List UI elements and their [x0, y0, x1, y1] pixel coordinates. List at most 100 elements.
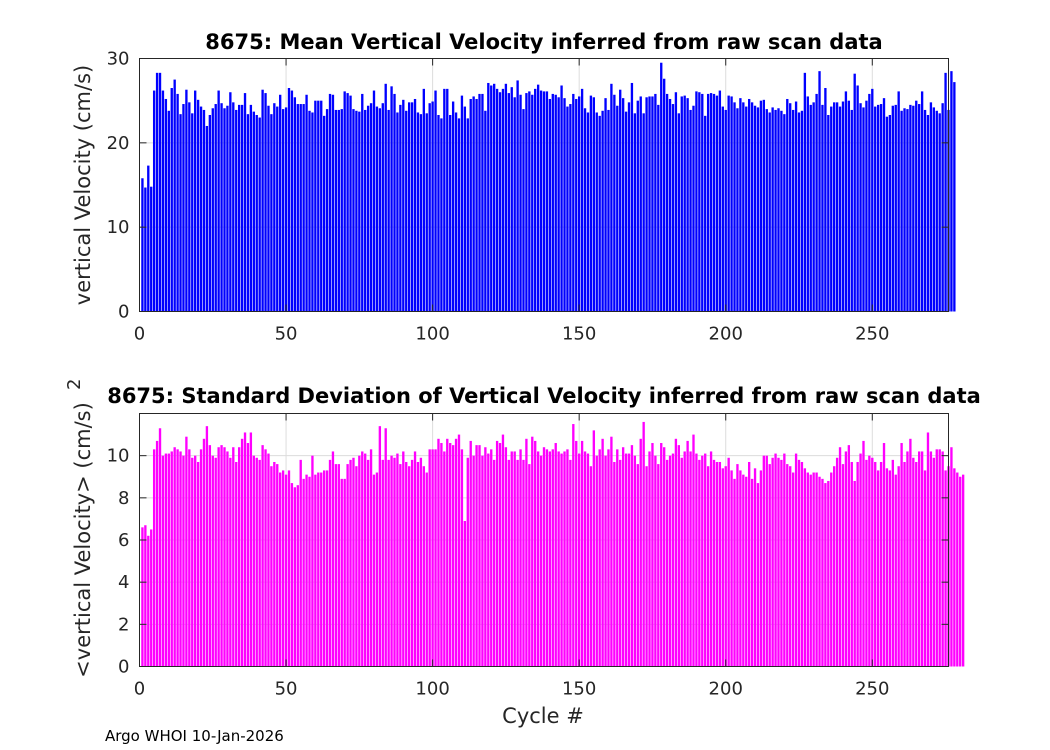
std-velocity-bar [214, 457, 217, 667]
std-velocity-bar [493, 459, 496, 667]
mean-velocity-bar [630, 82, 634, 312]
std-velocity-bar [516, 459, 519, 667]
mean-velocity-bar [463, 106, 467, 312]
std-velocity-bar [279, 472, 282, 667]
std-velocity-bar [519, 449, 522, 667]
mean-velocity-bar [759, 100, 763, 312]
std-velocity-bar [838, 447, 842, 667]
std-velocity-xtick-label: 150 [562, 679, 596, 700]
mean-velocity-bar [243, 93, 247, 312]
std-velocity-bar [422, 466, 425, 667]
mean-velocity-ytick-label: 30 [107, 49, 130, 70]
std-velocity-bar [613, 461, 616, 667]
mean-velocity-bar [894, 104, 897, 312]
std-velocity-bar [627, 453, 631, 667]
mean-velocity-bar [882, 98, 886, 312]
mean-velocity-bar [196, 99, 200, 312]
std-velocity-bar [718, 461, 722, 667]
std-velocity-bar [604, 455, 607, 667]
mean-velocity-bar [164, 98, 168, 312]
std-velocity-bar [668, 455, 672, 667]
std-velocity-bar [724, 466, 727, 667]
mean-velocity-bar [613, 94, 616, 312]
std-velocity-bar [352, 457, 355, 667]
std-velocity-bar [762, 455, 765, 667]
mean-velocity-bar [457, 118, 461, 312]
mean-velocity-bar [372, 90, 376, 312]
std-velocity-bar [237, 447, 241, 667]
mean-velocity-bar [668, 98, 672, 312]
std-velocity-bar [748, 461, 751, 667]
mean-velocity-bar [185, 89, 188, 312]
mean-velocity-bar [929, 102, 933, 312]
std-velocity-bar [789, 466, 792, 667]
mean-velocity-bar [912, 105, 915, 312]
mean-velocity-bar [425, 113, 428, 312]
std-velocity-bar [287, 470, 291, 667]
std-velocity-bar [501, 434, 505, 667]
std-velocity-bar [308, 476, 311, 667]
mean-velocity-bar [539, 90, 543, 312]
mean-velocity-bar [378, 108, 382, 312]
std-velocity-bar [876, 470, 880, 667]
mean-velocity-bar [621, 98, 625, 312]
mean-velocity-bar [261, 89, 264, 312]
mean-velocity-bar [340, 109, 343, 312]
mean-velocity-bar [387, 109, 390, 312]
std-velocity-bar [396, 453, 399, 667]
mean-velocity-bar [800, 110, 804, 312]
mean-velocity-bar [299, 104, 302, 312]
mean-velocity-bar [331, 94, 335, 312]
mean-velocity-bar [381, 103, 384, 312]
mean-velocity-bar [560, 85, 563, 312]
std-velocity-bar [915, 461, 918, 667]
std-velocity-bar [554, 443, 557, 667]
mean-velocity-bar [554, 94, 557, 312]
std-velocity-bars [141, 421, 965, 667]
mean-velocity-bar [739, 98, 742, 312]
mean-velocity-bar [648, 96, 651, 312]
mean-velocity-bar [410, 102, 414, 312]
std-velocity-bar [835, 457, 839, 667]
mean-velocity-bar [498, 92, 502, 312]
std-velocity-bar [657, 464, 660, 667]
std-velocity-bar [387, 459, 390, 667]
std-velocity-bar [402, 451, 405, 667]
std-velocity-bar [844, 451, 848, 667]
std-velocity-bar [938, 449, 941, 667]
mean-velocity-bar [748, 98, 751, 312]
std-velocity-bar [320, 472, 323, 667]
std-velocity-bar [771, 457, 774, 667]
std-velocity-bar [331, 451, 335, 667]
std-velocity-bar [144, 525, 147, 667]
mean-velocity-bar [536, 84, 540, 312]
mean-velocity-bar [566, 106, 569, 312]
std-velocity-bar [882, 443, 886, 667]
std-velocity-bar [194, 455, 197, 667]
std-velocity-bar [765, 455, 768, 667]
std-velocity-ytick-label: 10 [107, 446, 130, 467]
mean-velocity-bar [179, 114, 182, 312]
mean-velocity-bar [460, 95, 464, 312]
mean-velocity-bar [399, 104, 402, 312]
mean-velocity-bar [366, 105, 370, 312]
std-velocity-bar [768, 464, 771, 667]
mean-velocity-bar [897, 91, 900, 312]
mean-velocity-bar [926, 115, 930, 312]
mean-velocity-bar [660, 62, 663, 312]
std-velocity-bar [267, 453, 270, 667]
mean-velocity-axes: 0 50 100 150 200 250 0 10 20 30 8675: Mean Vertic… [71, 30, 956, 345]
mean-velocity-bar [478, 93, 481, 312]
mean-velocity-bar [305, 94, 308, 312]
mean-velocity-bar [422, 88, 425, 312]
std-velocity-bar [680, 457, 683, 667]
mean-velocity-bar [466, 118, 469, 312]
mean-velocity-bar [328, 93, 332, 312]
mean-velocity-bar [891, 105, 894, 312]
std-velocity-bar [296, 485, 299, 667]
mean-velocity-bar [903, 108, 906, 312]
mean-velocity-bar [598, 115, 601, 312]
mean-velocity-bar [290, 90, 294, 312]
mean-velocity-bar [495, 88, 499, 312]
std-velocity-bar [425, 472, 428, 667]
